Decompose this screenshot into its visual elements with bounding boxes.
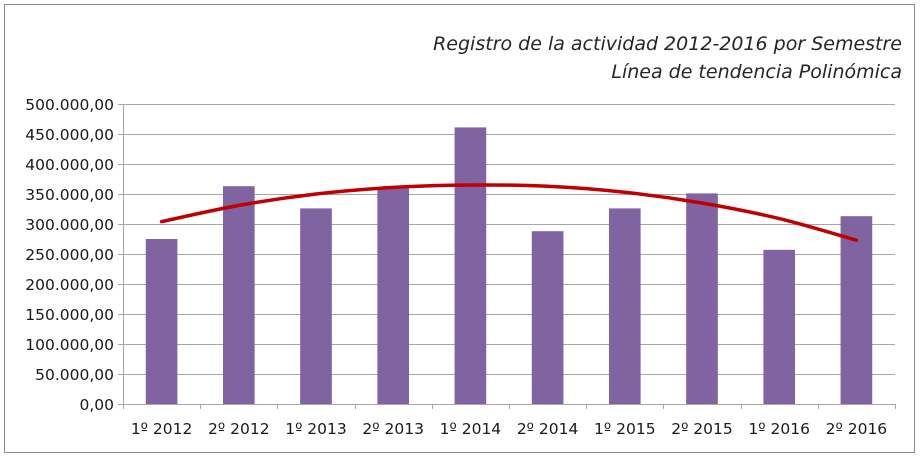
y-tick-label: 350.000,00 [25, 186, 114, 204]
x-tick-label: 1º 2013 [285, 420, 347, 438]
x-tick-label: 1º 2014 [440, 420, 502, 438]
x-tick-label: 1º 2016 [748, 420, 810, 438]
y-tick-label: 400.000,00 [25, 156, 114, 174]
chart-title: Registro de la actividad 2012-2016 por S… [433, 33, 902, 55]
x-tick-label: 2º 2015 [671, 420, 733, 438]
x-tick-label: 1º 2012 [131, 420, 193, 438]
x-tick-label: 2º 2012 [208, 420, 270, 438]
bar [608, 208, 641, 404]
bar [686, 193, 718, 404]
bar [531, 231, 564, 404]
y-tick-label: 300.000,00 [25, 216, 114, 234]
bar [377, 188, 410, 404]
bar [454, 127, 487, 405]
x-tick-label: 2º 2016 [826, 420, 888, 438]
chart-container: Registro de la actividad 2012-2016 por S… [4, 4, 915, 453]
axes: 0,00 50.000,00 100.000,00 150.000,00 200.000… [25, 96, 896, 438]
x-tick-label: 1º 2015 [594, 420, 656, 438]
bar-chart: Registro de la actividad 2012-2016 por S… [25, 33, 902, 438]
bar [145, 239, 178, 404]
x-tick-label: 2º 2013 [362, 420, 424, 438]
y-tick-label: 200.000,00 [25, 276, 114, 294]
y-tick-label: 0,00 [79, 396, 114, 414]
trendline [159, 183, 859, 242]
trendline-layer [159, 183, 859, 242]
x-tick-label: 2º 2014 [517, 420, 579, 438]
bar [222, 186, 255, 404]
y-tick-label: 100.000,00 [25, 336, 114, 354]
y-tick-label: 150.000,00 [25, 306, 114, 324]
y-tick-label: 250.000,00 [25, 246, 114, 264]
bars [145, 127, 873, 405]
y-tick-label: 500.000,00 [25, 96, 114, 114]
y-tick-label: 450.000,00 [25, 126, 114, 144]
chart-subtitle: Línea de tendencia Polinómica [611, 61, 902, 83]
bar [763, 249, 796, 404]
bar [300, 208, 332, 404]
y-tick-label: 50.000,00 [35, 366, 114, 384]
bar [840, 216, 873, 404]
